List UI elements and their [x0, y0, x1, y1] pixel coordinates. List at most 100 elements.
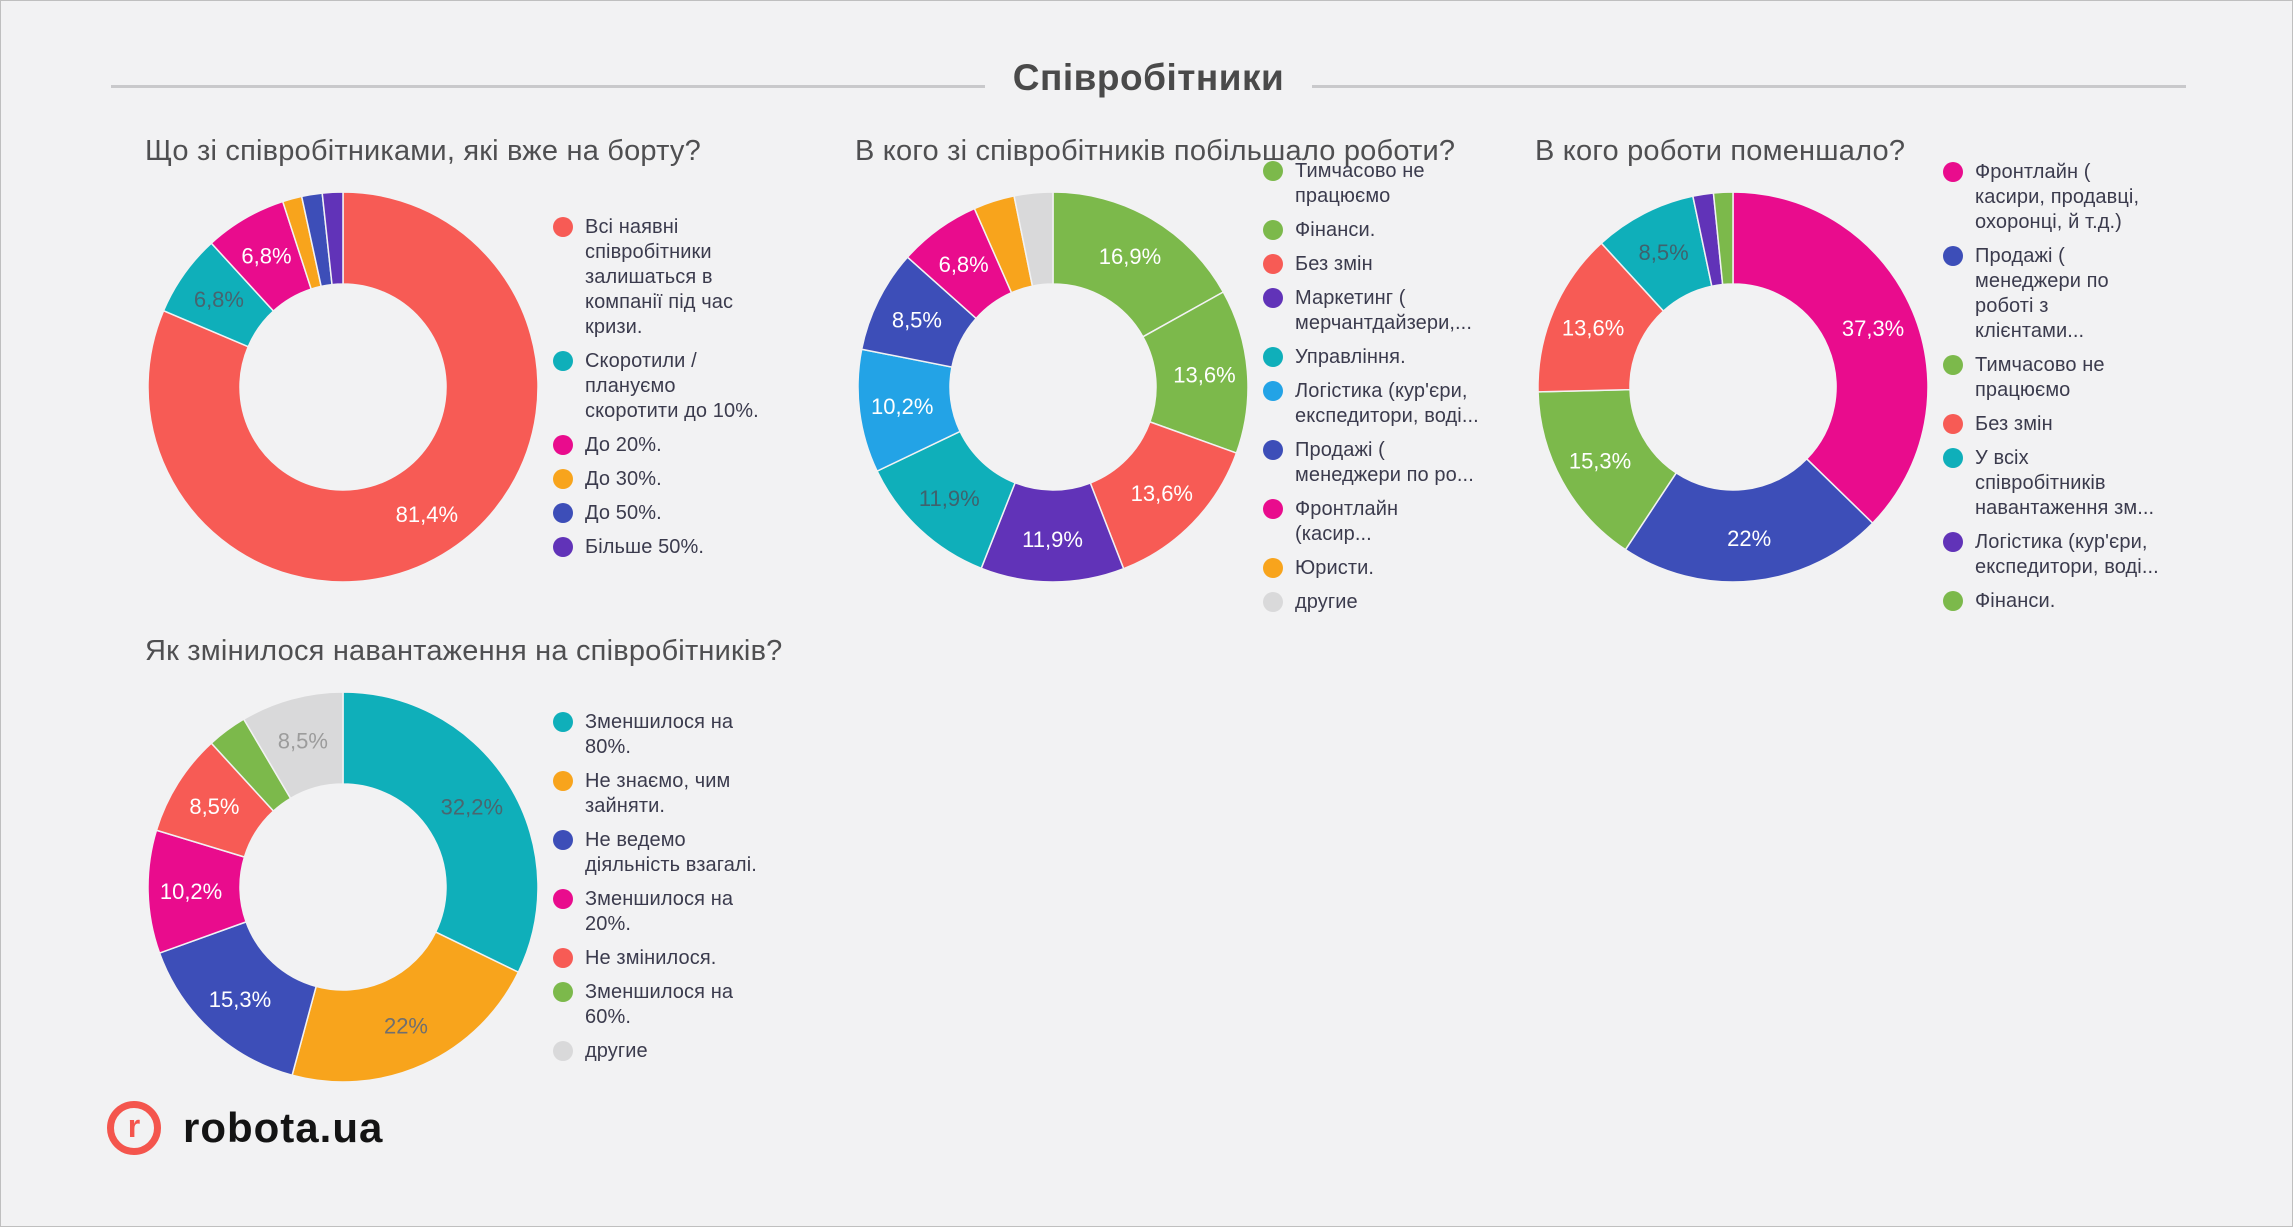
legend-label: Продажі ( менеджери по роботі з клієнтам…: [1975, 245, 2109, 342]
legend-color-dot: [553, 712, 573, 732]
donut-slice: [1052, 191, 1225, 338]
legend-label: Фінанси.: [1295, 219, 1376, 241]
legend-color-dot: [1263, 161, 1283, 181]
legend-item: Маркетинг ( мерчантдайзери,...: [1263, 286, 1487, 336]
legend-label: Не знаємо, чим зайняти.: [585, 770, 731, 817]
legend-label: Зменшилося на 20%.: [585, 888, 734, 935]
legend-color-dot: [1943, 246, 1963, 266]
chart-less-work: В кого роботи поменшало? 37,3% 22% 15,3% 13…: [1507, 133, 2279, 612]
legend-color-dot: [553, 468, 573, 489]
legend-item: Більше 50%.: [553, 535, 777, 560]
legend-color-dot: [1943, 532, 1963, 552]
legend-item: другие: [553, 1039, 777, 1064]
donut-slice: [1712, 191, 1734, 286]
legend-item: Фінанси.: [1263, 218, 1487, 243]
legend-color-dot: [1943, 591, 1963, 611]
legend-color-dot: [553, 948, 573, 968]
header-rule-right: [1312, 84, 2187, 88]
chart-workload-change: Як змінилося навантаження на співробітни…: [117, 633, 879, 1083]
donut-slice: [1624, 457, 1874, 583]
legend-label: другие: [585, 1040, 648, 1062]
legend-color-dot: [553, 830, 573, 850]
legend-item: Скоротили / плануємо скоротити до 10%.: [553, 349, 777, 424]
slice-value-label: 32,2%: [441, 794, 503, 819]
page-header: Співробітники: [111, 57, 2187, 99]
page-title: Співробітники: [1012, 57, 1285, 98]
legend-label: Логістика (кур'єри, експедитори, воді...: [1975, 531, 2159, 578]
legend-item: Тимчасово не працюємо: [1263, 159, 1487, 209]
legend-item: Всі наявні співробітники залишаться в ко…: [553, 215, 777, 340]
slice-value-label: 6,8%: [194, 287, 244, 312]
legend-color-dot: [1263, 499, 1283, 519]
legend-label: Зменшилося на 60%.: [585, 981, 734, 1028]
legend-item: Фінанси.: [1943, 589, 2167, 614]
legend-label: другие: [1295, 591, 1358, 613]
legend-color-dot: [553, 536, 573, 557]
legend-color-dot: [1263, 440, 1283, 460]
legend-label: Без змін: [1975, 413, 2053, 435]
legend-item: Управління.: [1263, 345, 1487, 370]
slice-value-label: 11,9%: [1022, 527, 1083, 552]
legend-label: Управління.: [1295, 346, 1406, 368]
legend-item: До 30%.: [553, 467, 777, 492]
donut-slice: [1732, 191, 1929, 525]
legend-label: Тимчасово не працюємо: [1295, 160, 1425, 207]
slice-value-label: 8,5%: [892, 307, 942, 332]
chart-legend: Фронтлайн ( касири, продавці, охоронці, …: [1943, 160, 2167, 614]
slice-value-label: 6,8%: [939, 252, 989, 277]
donut-slice: [158, 920, 318, 1077]
slice-value-label: 13,6%: [1562, 316, 1624, 341]
legend-color-dot: [1263, 220, 1283, 240]
chart-more-work: В кого зі співробітників побільшало робо…: [827, 133, 1589, 613]
legend-color-dot: [1943, 414, 1963, 434]
legend-color-dot: [553, 889, 573, 909]
donut-chart: 32,2% 22% 15,3% 10,2% 8,5% 8,5%: [147, 691, 539, 1083]
legend-item: Продажі ( менеджери по роботі з клієнтам…: [1943, 244, 2167, 344]
donut-slice: [242, 691, 344, 800]
legend-label: Без змін: [1295, 253, 1373, 275]
legend-label: Логістика (кур'єри, експедитори, воді...: [1295, 380, 1479, 427]
chart-title: В кого роботи поменшало?: [1535, 135, 1906, 167]
legend-item: Без змін: [1263, 252, 1487, 277]
legend-color-dot: [553, 1041, 573, 1061]
legend-label: До 20%.: [585, 433, 662, 456]
legend-color-dot: [553, 434, 573, 455]
robota-ua-logo[interactable]: r robota.ua: [107, 1101, 383, 1155]
legend-label: Продажі ( менеджери по ро...: [1295, 439, 1474, 486]
legend-color-dot: [1263, 347, 1283, 367]
header-rule-left: [111, 84, 985, 88]
legend-item: Фронтлайн (касир...: [1263, 497, 1487, 547]
chart-row: 16,9% 13,6% 13,6% 11,9% 11,9% 10,2% 8,5% 6,8% Т…: [827, 160, 1589, 613]
donut-slice: [291, 931, 520, 1083]
legend-color-dot: [1263, 288, 1283, 308]
legend-color-dot: [1263, 381, 1283, 401]
donut-slice: [321, 191, 344, 286]
slice-value-label: 16,9%: [1099, 244, 1161, 269]
legend-item: Зменшилося на 20%.: [553, 887, 777, 937]
slice-value-label: 8,5%: [189, 794, 239, 819]
legend-label: Зменшилося на 80%.: [585, 711, 734, 758]
legend-item: Продажі ( менеджери по ро...: [1263, 438, 1487, 488]
slice-value-label: 10,2%: [160, 879, 222, 904]
legend-label: Скоротили / плануємо скоротити до 10%.: [585, 349, 759, 422]
legend-color-dot: [1943, 448, 1963, 468]
chart-title: Що зі співробітниками, які вже на борту?: [145, 135, 701, 167]
slice-value-label: 15,3%: [1569, 449, 1631, 474]
legend-item: У всіх співробітників навантаження зм...: [1943, 446, 2167, 521]
legend-label: Юристи.: [1295, 557, 1375, 579]
slice-value-label: 13,6%: [1173, 363, 1235, 388]
slice-value-label: 13,6%: [1131, 481, 1193, 506]
slice-value-label: 11,9%: [919, 486, 980, 511]
legend-label: До 50%.: [585, 501, 662, 524]
slice-value-label: 8,5%: [278, 728, 328, 753]
legend-item: Логістика (кур'єри, експедитори, воді...: [1263, 379, 1487, 429]
donut-chart: 81,4% 6,8% 6,8%: [147, 191, 539, 583]
slice-value-label: 81,4%: [396, 502, 458, 527]
chart-row: 81,4% 6,8% 6,8% Всі наявні співробітники з…: [117, 191, 879, 583]
chart-onboard-employees: Що зі співробітниками, які вже на борту?…: [117, 133, 879, 583]
slice-value-label: 22%: [384, 1013, 428, 1038]
legend-color-dot: [553, 982, 573, 1002]
legend-item: Не ведемо діяльність взагалі.: [553, 828, 777, 878]
legend-color-dot: [1263, 254, 1283, 274]
legend-label: Більше 50%.: [585, 535, 705, 558]
